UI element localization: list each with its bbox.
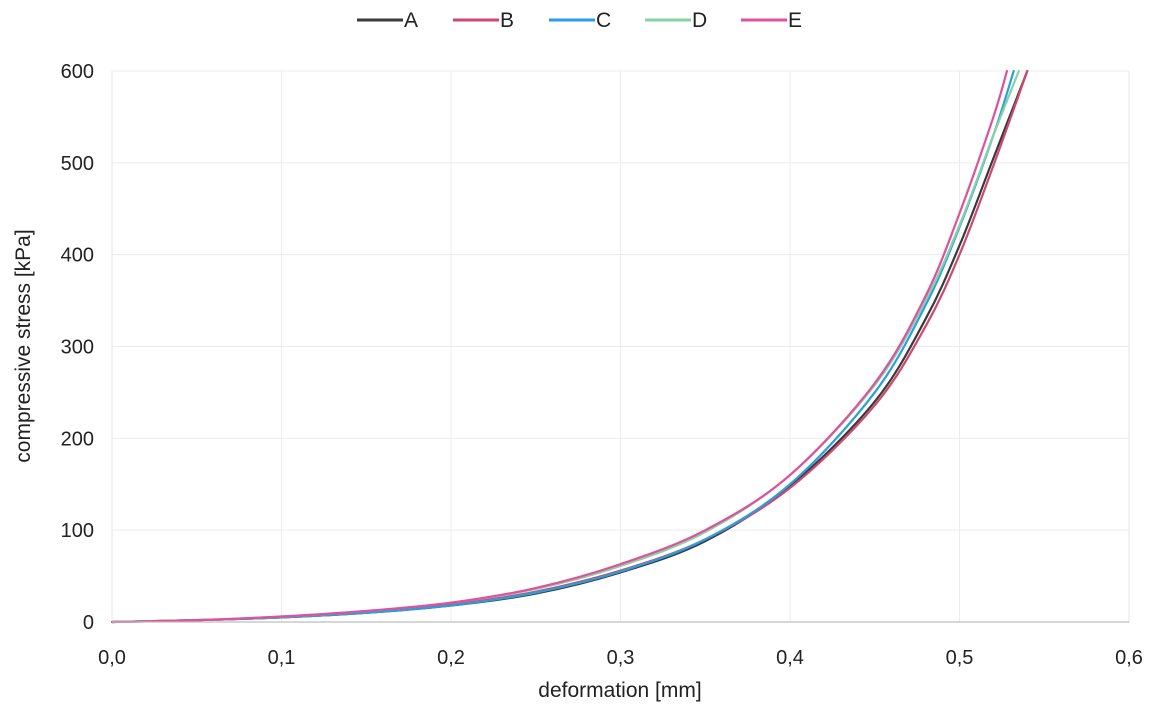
legend-label: C (596, 9, 611, 32)
x-tick-label: 0,2 (437, 647, 465, 669)
x-tick-labels: 0,0 0,1 0,2 0,3 0,4 0,5 0,6 (98, 647, 1143, 669)
series-layer (110, 69, 1029, 624)
legend-item-a: A (357, 9, 418, 32)
legend-item-c: C (549, 9, 611, 32)
y-tick-label: 100 (61, 520, 94, 542)
legend: A B C D E (357, 9, 802, 32)
x-tick-label: 0,6 (1115, 647, 1143, 669)
y-tick-label: 200 (61, 428, 94, 450)
legend-item-d: D (645, 9, 707, 32)
x-tick-label: 0,5 (946, 647, 974, 669)
y-tick-label: 500 (61, 153, 94, 175)
series-line-e (110, 69, 1009, 624)
x-tick-label: 0,1 (268, 647, 296, 669)
y-tick-label: 400 (61, 245, 94, 267)
y-tick-labels: 0 100 200 300 400 500 600 (61, 61, 94, 634)
x-tick-label: 0,3 (607, 647, 635, 669)
x-tick-label: 0,4 (776, 647, 804, 669)
y-tick-label: 0 (83, 612, 94, 634)
legend-label: B (500, 9, 514, 32)
legend-item-b: B (453, 9, 514, 32)
y-axis-title: compressive stress [kPa] (12, 229, 35, 462)
x-axis-title: deformation [mm] (538, 679, 701, 702)
grid (112, 70, 1129, 622)
y-tick-label: 300 (61, 337, 94, 359)
legend-label: A (404, 9, 418, 32)
legend-item-e: E (741, 9, 802, 32)
y-tick-label: 600 (61, 61, 94, 83)
x-tick-label: 0,0 (98, 647, 126, 669)
legend-label: D (692, 9, 707, 32)
legend-label: E (788, 9, 802, 32)
